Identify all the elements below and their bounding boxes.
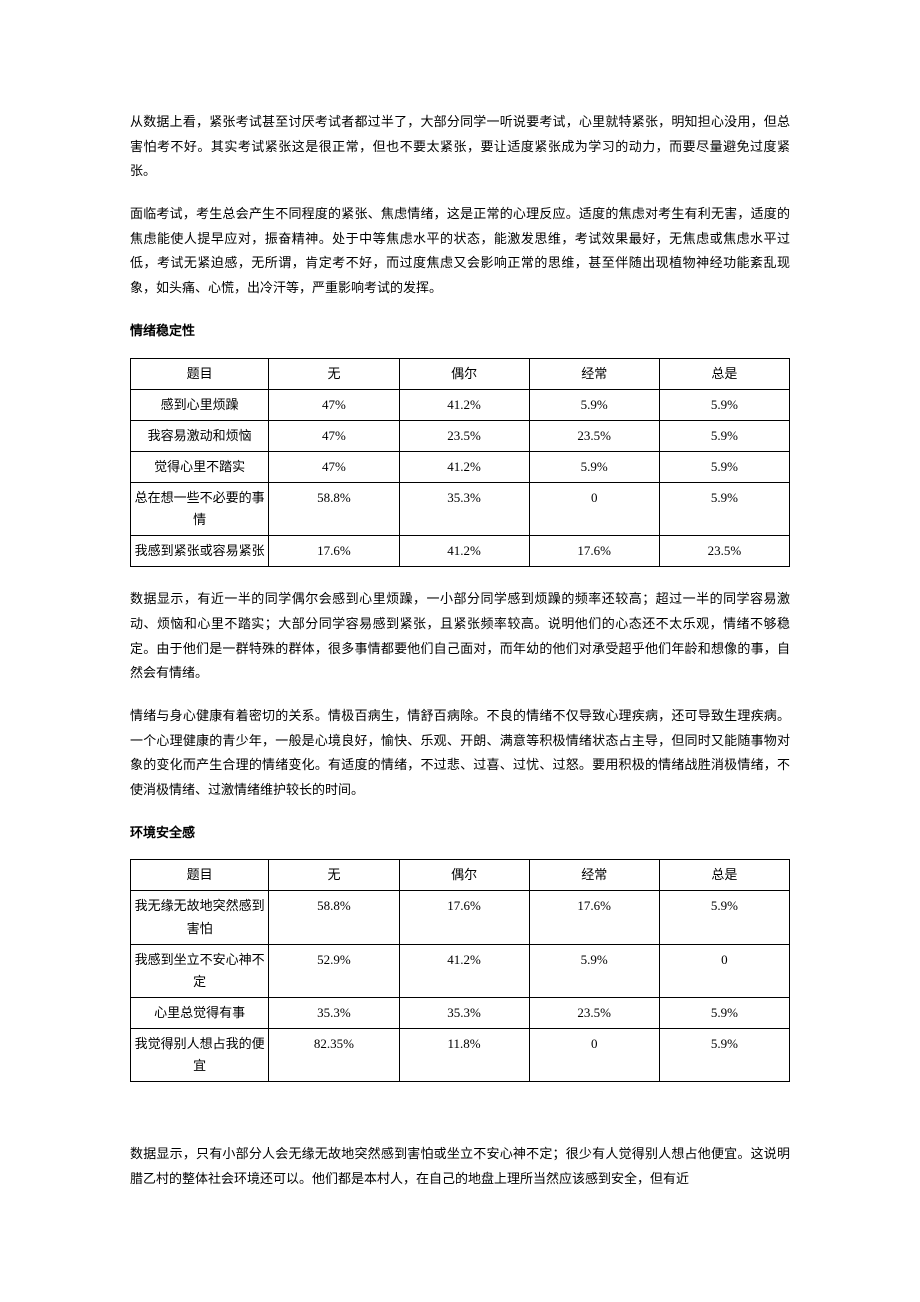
cell-value: 23.5% xyxy=(399,420,529,451)
col-header-often: 经常 xyxy=(529,358,659,389)
cell-value: 23.5% xyxy=(529,420,659,451)
cell-value: 58.8% xyxy=(269,482,399,535)
cell-value: 35.3% xyxy=(399,482,529,535)
col-header-often: 经常 xyxy=(529,860,659,891)
cell-value: 5.9% xyxy=(659,451,789,482)
cell-value: 0 xyxy=(659,944,789,997)
cell-value: 5.9% xyxy=(529,944,659,997)
cell-value: 17.6% xyxy=(529,891,659,944)
cell-value: 5.9% xyxy=(659,482,789,535)
table-row: 我无缘无故地突然感到害怕58.8%17.6%17.6%5.9% xyxy=(131,891,790,944)
table1-body: 感到心里烦躁47%41.2%5.9%5.9%我容易激动和烦恼47%23.5%23… xyxy=(131,389,790,567)
col-header-none: 无 xyxy=(269,358,399,389)
cell-value: 5.9% xyxy=(659,420,789,451)
cell-value: 35.3% xyxy=(399,997,529,1028)
cell-value: 5.9% xyxy=(529,389,659,420)
table2-body: 我无缘无故地突然感到害怕58.8%17.6%17.6%5.9%我感到坐立不安心神… xyxy=(131,891,790,1082)
table-row: 我感到紧张或容易紧张17.6%41.2%17.6%23.5% xyxy=(131,536,790,567)
analysis-paragraph-1b: 情绪与身心健康有着密切的关系。情极百病生，情舒百病除。不良的情绪不仅导致心理疾病… xyxy=(130,704,790,803)
cell-value: 11.8% xyxy=(399,1028,529,1081)
table-header-row: 题目 无 偶尔 经常 总是 xyxy=(131,358,790,389)
cell-value: 52.9% xyxy=(269,944,399,997)
table-row: 我容易激动和烦恼47%23.5%23.5%5.9% xyxy=(131,420,790,451)
cell-topic: 我觉得别人想占我的便宜 xyxy=(131,1028,269,1081)
cell-topic: 心里总觉得有事 xyxy=(131,997,269,1028)
environment-safety-table: 题目 无 偶尔 经常 总是 我无缘无故地突然感到害怕58.8%17.6%17.6… xyxy=(130,859,790,1082)
table-row: 我觉得别人想占我的便宜82.35%11.8%05.9% xyxy=(131,1028,790,1081)
cell-value: 0 xyxy=(529,482,659,535)
analysis-paragraph-2: 数据显示，只有小部分人会无缘无故地突然感到害怕或坐立不安心神不定；很少有人觉得别… xyxy=(130,1142,790,1191)
col-header-always: 总是 xyxy=(659,358,789,389)
section-heading-emotional-stability: 情绪稳定性 xyxy=(130,319,790,344)
table-row: 心里总觉得有事35.3%35.3%23.5%5.9% xyxy=(131,997,790,1028)
cell-value: 58.8% xyxy=(269,891,399,944)
cell-topic: 感到心里烦躁 xyxy=(131,389,269,420)
cell-value: 5.9% xyxy=(529,451,659,482)
col-header-always: 总是 xyxy=(659,860,789,891)
cell-value: 41.2% xyxy=(399,944,529,997)
cell-value: 47% xyxy=(269,420,399,451)
cell-value: 41.2% xyxy=(399,536,529,567)
table-row: 总在想一些不必要的事情58.8%35.3%05.9% xyxy=(131,482,790,535)
cell-topic: 我容易激动和烦恼 xyxy=(131,420,269,451)
cell-topic: 我感到紧张或容易紧张 xyxy=(131,536,269,567)
cell-value: 5.9% xyxy=(659,389,789,420)
table-row: 觉得心里不踏实47%41.2%5.9%5.9% xyxy=(131,451,790,482)
cell-value: 82.35% xyxy=(269,1028,399,1081)
cell-value: 0 xyxy=(529,1028,659,1081)
cell-topic: 觉得心里不踏实 xyxy=(131,451,269,482)
cell-value: 5.9% xyxy=(659,1028,789,1081)
cell-value: 17.6% xyxy=(399,891,529,944)
cell-value: 41.2% xyxy=(399,389,529,420)
cell-value: 35.3% xyxy=(269,997,399,1028)
cell-value: 23.5% xyxy=(659,536,789,567)
intro-paragraph-2: 面临考试，考生总会产生不同程度的紧张、焦虑情绪，这是正常的心理反应。适度的焦虑对… xyxy=(130,202,790,301)
col-header-occasional: 偶尔 xyxy=(399,860,529,891)
cell-value: 41.2% xyxy=(399,451,529,482)
table-row: 我感到坐立不安心神不定52.9%41.2%5.9%0 xyxy=(131,944,790,997)
cell-value: 17.6% xyxy=(269,536,399,567)
col-header-topic: 题目 xyxy=(131,860,269,891)
emotional-stability-table: 题目 无 偶尔 经常 总是 感到心里烦躁47%41.2%5.9%5.9%我容易激… xyxy=(130,358,790,568)
analysis-paragraph-1a: 数据显示，有近一半的同学偶尔会感到心里烦躁，一小部分同学感到烦躁的频率还较高；超… xyxy=(130,587,790,686)
cell-topic: 总在想一些不必要的事情 xyxy=(131,482,269,535)
cell-value: 17.6% xyxy=(529,536,659,567)
col-header-topic: 题目 xyxy=(131,358,269,389)
table-header-row: 题目 无 偶尔 经常 总是 xyxy=(131,860,790,891)
section-heading-environment-safety: 环境安全感 xyxy=(130,821,790,846)
col-header-occasional: 偶尔 xyxy=(399,358,529,389)
col-header-none: 无 xyxy=(269,860,399,891)
intro-paragraph-1: 从数据上看，紧张考试甚至讨厌考试者都过半了，大部分同学一听说要考试，心里就特紧张… xyxy=(130,110,790,184)
cell-value: 5.9% xyxy=(659,891,789,944)
cell-topic: 我无缘无故地突然感到害怕 xyxy=(131,891,269,944)
cell-value: 5.9% xyxy=(659,997,789,1028)
cell-value: 47% xyxy=(269,389,399,420)
cell-value: 47% xyxy=(269,451,399,482)
cell-value: 23.5% xyxy=(529,997,659,1028)
cell-topic: 我感到坐立不安心神不定 xyxy=(131,944,269,997)
table-row: 感到心里烦躁47%41.2%5.9%5.9% xyxy=(131,389,790,420)
